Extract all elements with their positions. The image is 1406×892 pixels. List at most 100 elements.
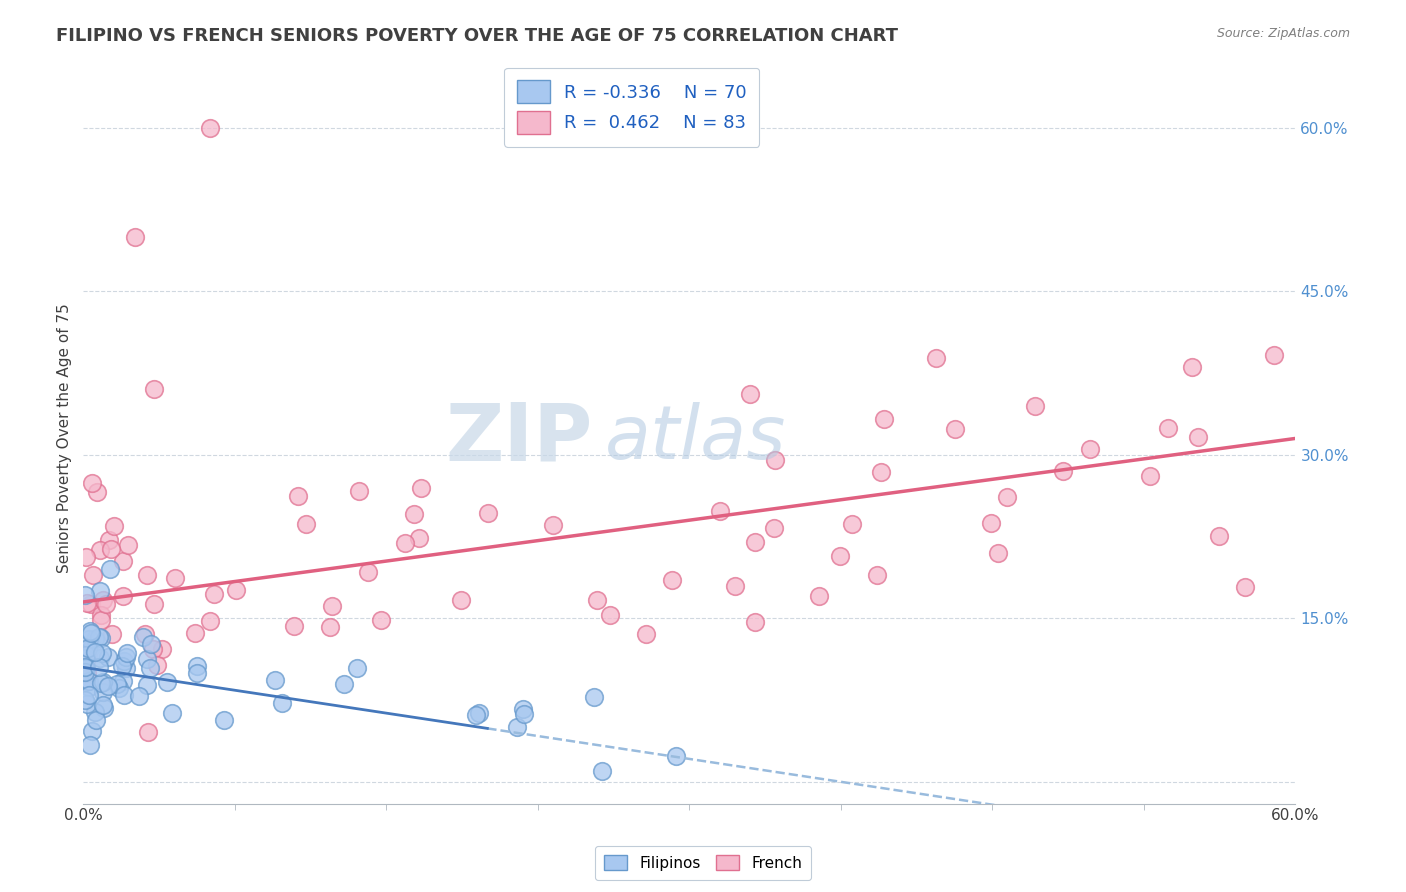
- Point: [295, 516, 318, 531]
- Text: Source: ZipAtlas.com: Source: ZipAtlas.com: [1216, 27, 1350, 40]
- Point: [79, 632, 101, 646]
- Y-axis label: Seniors Poverty Over the Age of 75: Seniors Poverty Over the Age of 75: [58, 303, 72, 574]
- Point: [143, 383, 166, 397]
- Point: [586, 593, 609, 607]
- Point: [450, 593, 472, 607]
- Point: [108, 681, 131, 695]
- Point: [513, 707, 536, 722]
- Point: [90, 608, 112, 623]
- Point: [134, 627, 156, 641]
- Point: [841, 517, 863, 532]
- Point: [830, 549, 852, 563]
- Point: [75, 661, 97, 675]
- Point: [124, 229, 146, 244]
- Point: [402, 507, 425, 521]
- Point: [198, 614, 221, 628]
- Point: [98, 562, 121, 576]
- Point: [141, 637, 163, 651]
- Point: [75, 650, 97, 665]
- Point: [995, 490, 1018, 504]
- Point: [75, 693, 97, 707]
- Point: [105, 677, 128, 691]
- Point: [409, 481, 432, 495]
- Point: [83, 705, 105, 719]
- Point: [97, 650, 120, 665]
- Point: [115, 650, 138, 665]
- Point: [91, 698, 114, 712]
- Point: [724, 579, 747, 593]
- Point: [80, 640, 103, 654]
- Point: [83, 645, 105, 659]
- Point: [744, 615, 766, 630]
- Point: [136, 678, 159, 692]
- Point: [394, 535, 416, 549]
- Point: [142, 597, 165, 611]
- Point: [160, 706, 183, 720]
- Point: [97, 679, 120, 693]
- Point: [80, 597, 103, 611]
- Point: [264, 673, 287, 688]
- Legend: R = -0.336    N = 70, R =  0.462    N = 83: R = -0.336 N = 70, R = 0.462 N = 83: [505, 68, 759, 146]
- Point: [79, 738, 101, 752]
- Point: [987, 546, 1010, 560]
- Point: [142, 641, 165, 656]
- Point: [146, 657, 169, 672]
- Point: [1139, 468, 1161, 483]
- Point: [82, 568, 104, 582]
- Point: [75, 674, 97, 689]
- Point: [346, 661, 368, 675]
- Point: [370, 613, 392, 627]
- Point: [90, 631, 112, 645]
- Point: [91, 685, 114, 699]
- Point: [75, 655, 97, 669]
- Point: [287, 489, 309, 503]
- Point: [1024, 400, 1046, 414]
- Point: [744, 535, 766, 549]
- Point: [75, 646, 97, 660]
- Point: [98, 533, 121, 548]
- Legend: Filipinos, French: Filipinos, French: [595, 846, 811, 880]
- Point: [91, 646, 114, 660]
- Point: [117, 538, 139, 552]
- Point: [89, 651, 111, 665]
- Point: [103, 519, 125, 533]
- Point: [873, 412, 896, 426]
- Point: [135, 568, 157, 582]
- Point: [93, 701, 115, 715]
- Point: [76, 596, 98, 610]
- Point: [763, 452, 786, 467]
- Point: [100, 541, 122, 556]
- Point: [111, 659, 134, 673]
- Point: [865, 567, 887, 582]
- Point: [1157, 420, 1180, 434]
- Point: [136, 651, 159, 665]
- Point: [156, 674, 179, 689]
- Point: [75, 659, 97, 673]
- Text: atlas: atlas: [605, 402, 786, 475]
- Point: [543, 518, 565, 533]
- Point: [347, 484, 370, 499]
- Point: [591, 764, 613, 778]
- Point: [1208, 528, 1230, 542]
- Point: [465, 708, 488, 723]
- Point: [212, 713, 235, 727]
- Point: [1263, 348, 1285, 362]
- Point: [77, 680, 100, 694]
- Point: [84, 632, 107, 647]
- Point: [75, 665, 97, 680]
- Point: [225, 583, 247, 598]
- Point: [357, 565, 380, 579]
- Point: [319, 620, 342, 634]
- Point: [77, 688, 100, 702]
- Point: [139, 661, 162, 675]
- Point: [86, 485, 108, 500]
- Point: [980, 516, 1002, 531]
- Point: [870, 465, 893, 479]
- Point: [186, 658, 208, 673]
- Point: [512, 702, 534, 716]
- Point: [101, 627, 124, 641]
- Point: [112, 673, 135, 688]
- Point: [283, 618, 305, 632]
- Point: [200, 120, 222, 135]
- Point: [583, 690, 606, 704]
